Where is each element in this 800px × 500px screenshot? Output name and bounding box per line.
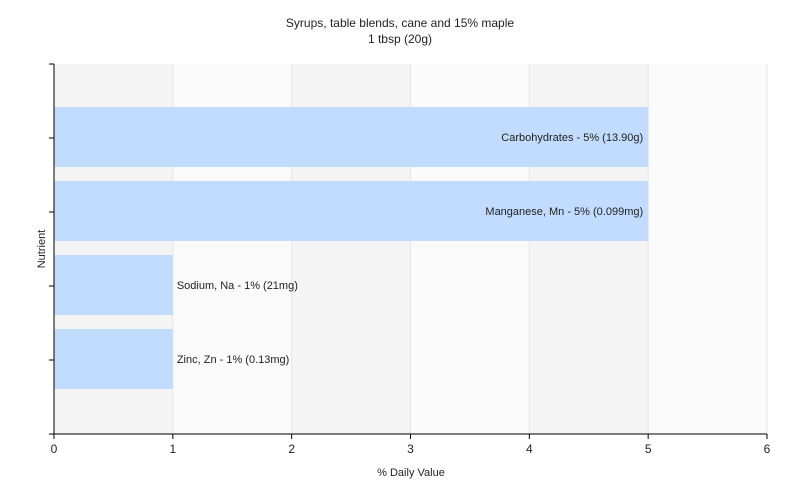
x-tick-label: 5 [645,442,652,456]
x-tick-label: 0 [51,442,58,456]
chart-title-block: Syrups, table blends, cane and 15% maple… [0,15,800,47]
x-tick-label: 1 [169,442,176,456]
x-tick-label: 4 [526,442,533,456]
x-tick-label: 3 [407,442,414,456]
bar [54,107,649,167]
bar-label: Sodium, Na - 1% (21mg) [177,280,298,292]
y-axis-title: Nutrient [36,230,48,269]
bar-label: Carbohydrates - 5% (13.90g) [501,132,643,144]
bar-label: Zinc, Zn - 1% (0.13mg) [177,354,289,366]
plot-band [648,64,767,434]
bar [54,255,173,315]
x-ticks: 0 1 2 3 4 5 6 [51,434,771,456]
bar-label: Manganese, Mn - 5% (0.099mg) [485,206,643,218]
chart-title: Syrups, table blends, cane and 15% maple [285,16,515,30]
x-tick-label: 2 [288,442,295,456]
bar [54,181,649,241]
bars: Carbohydrates - 5% (13.90g) Manganese, Mn… [54,107,649,389]
x-axis-title: % Daily Value [377,467,445,479]
x-tick-label: 6 [764,442,771,456]
bar [54,329,173,389]
chart-subtitle: 1 tbsp (20g) [367,32,433,46]
